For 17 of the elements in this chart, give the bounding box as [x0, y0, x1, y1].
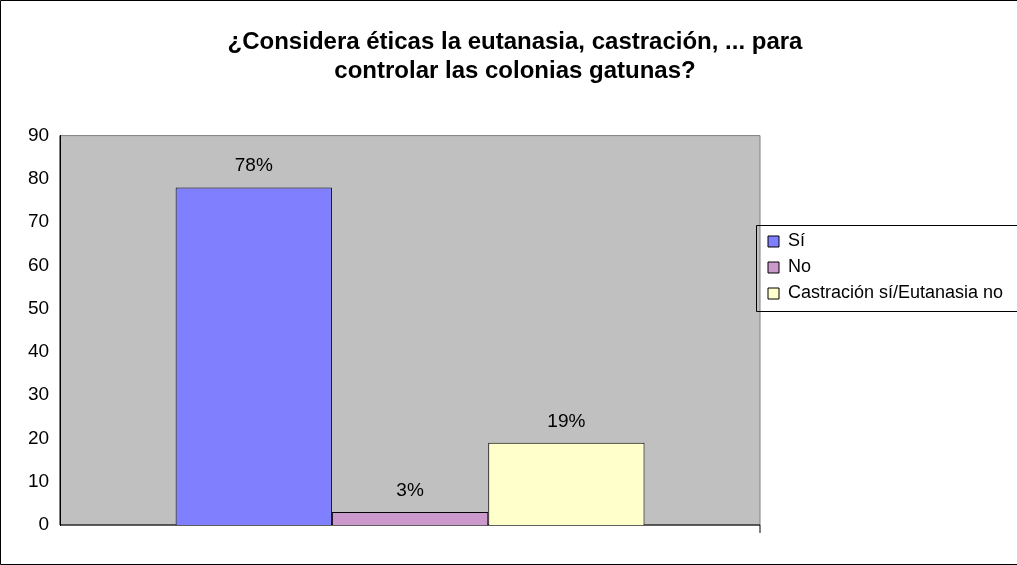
- y-tick-label: 70: [27, 210, 50, 232]
- y-tick-label: 10: [27, 469, 50, 491]
- legend-label: Sí: [788, 230, 806, 251]
- chart-title: ¿Considera éticas la eutanasia, castración, ... para controlar las colonias gatunas?: [227, 27, 804, 83]
- data-label: 3%: [396, 478, 424, 500]
- y-tick-label: 20: [27, 426, 50, 448]
- y-tick-label: 80: [27, 167, 50, 189]
- y-tick-label: 0: [38, 513, 50, 535]
- y-tick-label: 30: [27, 383, 50, 405]
- legend-label: Castración sí/Eutanasia no: [788, 282, 1004, 303]
- y-tick-label: 50: [27, 296, 50, 318]
- y-tick-label: 90: [27, 123, 50, 145]
- legend-label: No: [788, 256, 812, 277]
- y-tick-label: 60: [27, 253, 50, 275]
- data-label: 78%: [234, 154, 273, 176]
- data-label: 19%: [547, 409, 586, 431]
- y-tick-label: 40: [27, 340, 50, 362]
